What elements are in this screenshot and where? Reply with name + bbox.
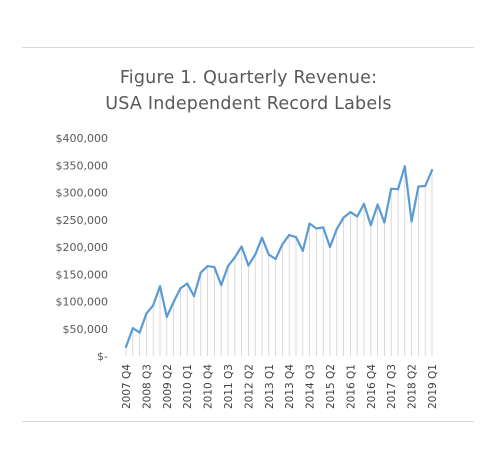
chart-title-line-2: USA Independent Record Labels <box>105 94 392 114</box>
data-point <box>247 264 250 267</box>
x-tick-label: 2014 Q3 <box>305 364 317 409</box>
x-tick-label: 2012 Q2 <box>243 364 255 409</box>
x-tick-label: 2016 Q4 <box>366 364 378 409</box>
drop-lines <box>125 166 433 356</box>
y-tick-label: $400,000 <box>56 132 109 145</box>
x-tick-label: 2011 Q3 <box>223 364 235 409</box>
data-point <box>335 227 338 231</box>
data-point <box>172 300 175 304</box>
series-line <box>124 165 434 348</box>
chart-title-line-1: Figure 1. Quarterly Revenue: <box>119 68 378 88</box>
y-tick-label: $50,000 <box>63 323 109 336</box>
y-tick-label: $100,000 <box>56 296 109 309</box>
data-point <box>349 211 352 214</box>
data-point <box>410 220 413 223</box>
x-tick-label: 2013 Q4 <box>284 364 296 409</box>
data-point <box>233 256 236 259</box>
x-tick-label: 2015 Q2 <box>325 364 337 409</box>
data-point <box>220 284 223 287</box>
y-tick-label: $250,000 <box>56 214 109 227</box>
y-tick-label: $150,000 <box>56 268 109 281</box>
data-point <box>213 266 216 269</box>
data-point <box>328 245 332 249</box>
data-point <box>356 215 359 218</box>
x-tick-label: 2013 Q1 <box>264 364 276 409</box>
y-tick-label: $350,000 <box>56 159 109 172</box>
data-point <box>158 285 162 288</box>
data-point <box>186 282 189 285</box>
x-axis-ticks: 2007 Q4 2008 Q3 2009 Q2 2010 Q1 2010 Q4 2011 … <box>121 364 439 409</box>
data-point <box>124 345 128 348</box>
data-point <box>138 331 141 334</box>
data-point <box>288 233 291 237</box>
data-point <box>240 245 243 248</box>
data-point <box>403 165 406 168</box>
y-tick-label: $- <box>97 350 108 363</box>
data-point <box>260 236 264 239</box>
data-point <box>267 253 270 256</box>
data-point <box>199 271 202 274</box>
data-point <box>165 315 168 318</box>
data-point <box>281 243 284 246</box>
y-tick-label: $200,000 <box>56 241 109 254</box>
data-point <box>424 184 427 188</box>
data-point <box>145 312 148 315</box>
data-point <box>206 264 209 268</box>
data-point <box>315 227 318 230</box>
x-tick-label: 2018 Q2 <box>407 364 419 409</box>
data-point <box>430 169 434 172</box>
x-tick-label: 2017 Q3 <box>386 364 398 409</box>
data-point <box>192 294 196 298</box>
data-point <box>274 257 277 261</box>
x-tick-label: 2007 Q4 <box>121 364 133 409</box>
data-point <box>226 264 230 268</box>
data-point <box>131 327 134 330</box>
x-tick-label: 2009 Q2 <box>162 364 174 409</box>
data-points <box>124 165 434 348</box>
data-point <box>369 224 372 227</box>
data-point <box>417 185 420 188</box>
data-point <box>254 253 257 256</box>
x-tick-label: 2008 Q3 <box>141 364 153 409</box>
data-point <box>376 203 379 206</box>
x-tick-label: 2010 Q4 <box>203 364 215 409</box>
y-axis-ticks: $400,000 $350,000 $300,000 $250,000 $200,000… <box>56 132 109 363</box>
data-point <box>396 188 400 191</box>
data-point <box>390 187 393 190</box>
x-tick-label: 2010 Q1 <box>182 364 194 409</box>
data-point <box>179 287 182 290</box>
bottom-rule <box>22 421 474 422</box>
data-point <box>301 249 304 252</box>
data-point <box>322 226 325 229</box>
y-tick-label: $300,000 <box>56 187 109 200</box>
data-point <box>362 202 366 206</box>
x-tick-label: 2019 Q1 <box>427 364 439 409</box>
top-rule <box>22 47 474 48</box>
data-point <box>152 304 155 307</box>
x-tick-label: 2016 Q1 <box>345 364 357 409</box>
data-point <box>308 222 311 225</box>
data-point <box>294 236 298 239</box>
data-point <box>383 221 386 224</box>
data-point <box>342 216 345 219</box>
